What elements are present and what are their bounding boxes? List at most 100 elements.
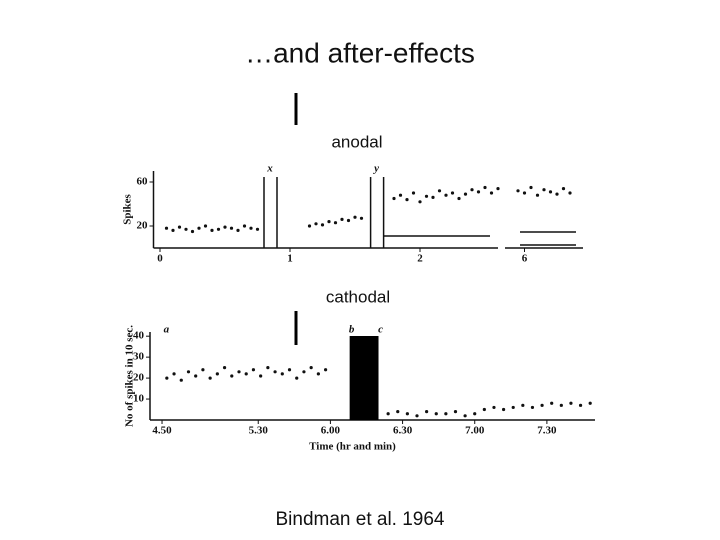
data-point xyxy=(314,222,318,226)
citation: Bindman et al. 1964 xyxy=(275,509,444,530)
data-point xyxy=(316,372,320,376)
data-point xyxy=(251,368,256,372)
data-point xyxy=(179,378,183,382)
x-tick-label: 6.30 xyxy=(393,425,413,437)
x-axis-label: Time (hr and min) xyxy=(309,441,396,453)
data-point xyxy=(197,226,201,230)
data-point xyxy=(280,372,284,376)
data-point xyxy=(511,405,515,410)
marker-label: a xyxy=(164,324,170,336)
condition-label: anodal xyxy=(331,132,382,151)
data-point xyxy=(255,227,260,231)
data-point xyxy=(273,370,277,374)
data-point xyxy=(208,376,212,380)
data-point xyxy=(529,185,533,190)
data-point xyxy=(559,403,563,407)
data-point xyxy=(535,193,540,197)
data-point xyxy=(194,374,198,378)
data-point xyxy=(177,225,182,229)
data-point xyxy=(555,192,559,196)
data-point xyxy=(201,368,205,372)
data-point xyxy=(398,193,403,197)
data-point xyxy=(431,195,435,199)
data-point xyxy=(561,187,566,191)
data-point xyxy=(492,405,496,410)
slide-title: …and after-effects xyxy=(245,37,475,68)
data-point xyxy=(550,401,554,405)
data-point xyxy=(309,366,313,370)
y-axis-label: No of spikes in 10 sec. xyxy=(124,325,136,427)
y-tick-label: 10 xyxy=(133,393,145,405)
data-point xyxy=(302,370,306,374)
marker-label: c xyxy=(378,324,383,336)
data-point xyxy=(229,226,234,230)
data-point xyxy=(542,188,546,192)
data-point xyxy=(230,374,234,378)
data-point xyxy=(222,366,227,370)
stimulus-bar xyxy=(349,336,379,420)
data-point xyxy=(216,227,221,231)
data-point xyxy=(521,403,525,407)
y-axis-label: Spikes xyxy=(122,193,134,224)
data-point xyxy=(320,223,325,227)
data-point xyxy=(450,191,455,195)
data-point xyxy=(266,366,270,370)
data-point xyxy=(516,189,520,193)
data-point xyxy=(359,216,364,220)
data-point xyxy=(186,370,191,374)
data-point xyxy=(473,412,477,416)
data-point xyxy=(522,191,527,195)
x-tick-label: 6.00 xyxy=(321,425,341,437)
data-point xyxy=(444,412,448,416)
data-point xyxy=(444,193,448,197)
x-tick-label: 7.00 xyxy=(465,425,485,437)
data-point xyxy=(470,188,474,192)
data-point xyxy=(434,412,438,416)
data-point xyxy=(340,217,344,221)
data-point xyxy=(242,224,247,228)
data-point xyxy=(453,410,458,414)
data-point xyxy=(203,224,208,228)
data-point xyxy=(463,414,467,418)
x-tick-label: 4.50 xyxy=(152,425,172,437)
data-point xyxy=(237,370,241,374)
x-tick-label: 5.30 xyxy=(249,425,269,437)
data-point xyxy=(405,412,409,416)
data-point xyxy=(323,368,328,372)
data-point xyxy=(588,401,592,405)
data-point xyxy=(489,191,494,195)
y-tick-label: 40 xyxy=(133,330,145,342)
x-tick-label: 1 xyxy=(287,253,293,265)
data-point xyxy=(425,410,429,414)
data-point xyxy=(171,228,175,232)
data-point xyxy=(392,196,396,201)
data-point xyxy=(295,376,299,380)
data-point xyxy=(396,410,400,414)
data-point xyxy=(496,187,500,191)
data-point xyxy=(190,229,195,234)
data-point xyxy=(530,405,535,410)
data-point xyxy=(437,189,442,193)
marker-label: b xyxy=(349,324,355,336)
data-point xyxy=(210,228,214,232)
data-point xyxy=(405,198,409,202)
marker-label: y xyxy=(372,163,379,175)
y-tick-label: 20 xyxy=(137,220,149,232)
data-point xyxy=(578,403,583,407)
data-point xyxy=(165,376,169,380)
x-tick-label: 0 xyxy=(157,253,163,265)
data-point xyxy=(415,414,419,418)
data-point xyxy=(540,403,544,407)
data-point xyxy=(548,190,553,194)
y-tick-label: 20 xyxy=(133,372,145,384)
data-point xyxy=(569,401,573,405)
data-point xyxy=(418,200,422,204)
data-point xyxy=(287,368,292,372)
data-point xyxy=(568,191,572,195)
x-tick-label: 6 xyxy=(522,253,528,265)
data-point xyxy=(424,194,429,198)
data-point xyxy=(236,228,240,232)
condition-label: cathodal xyxy=(326,287,390,306)
data-point xyxy=(353,215,357,219)
